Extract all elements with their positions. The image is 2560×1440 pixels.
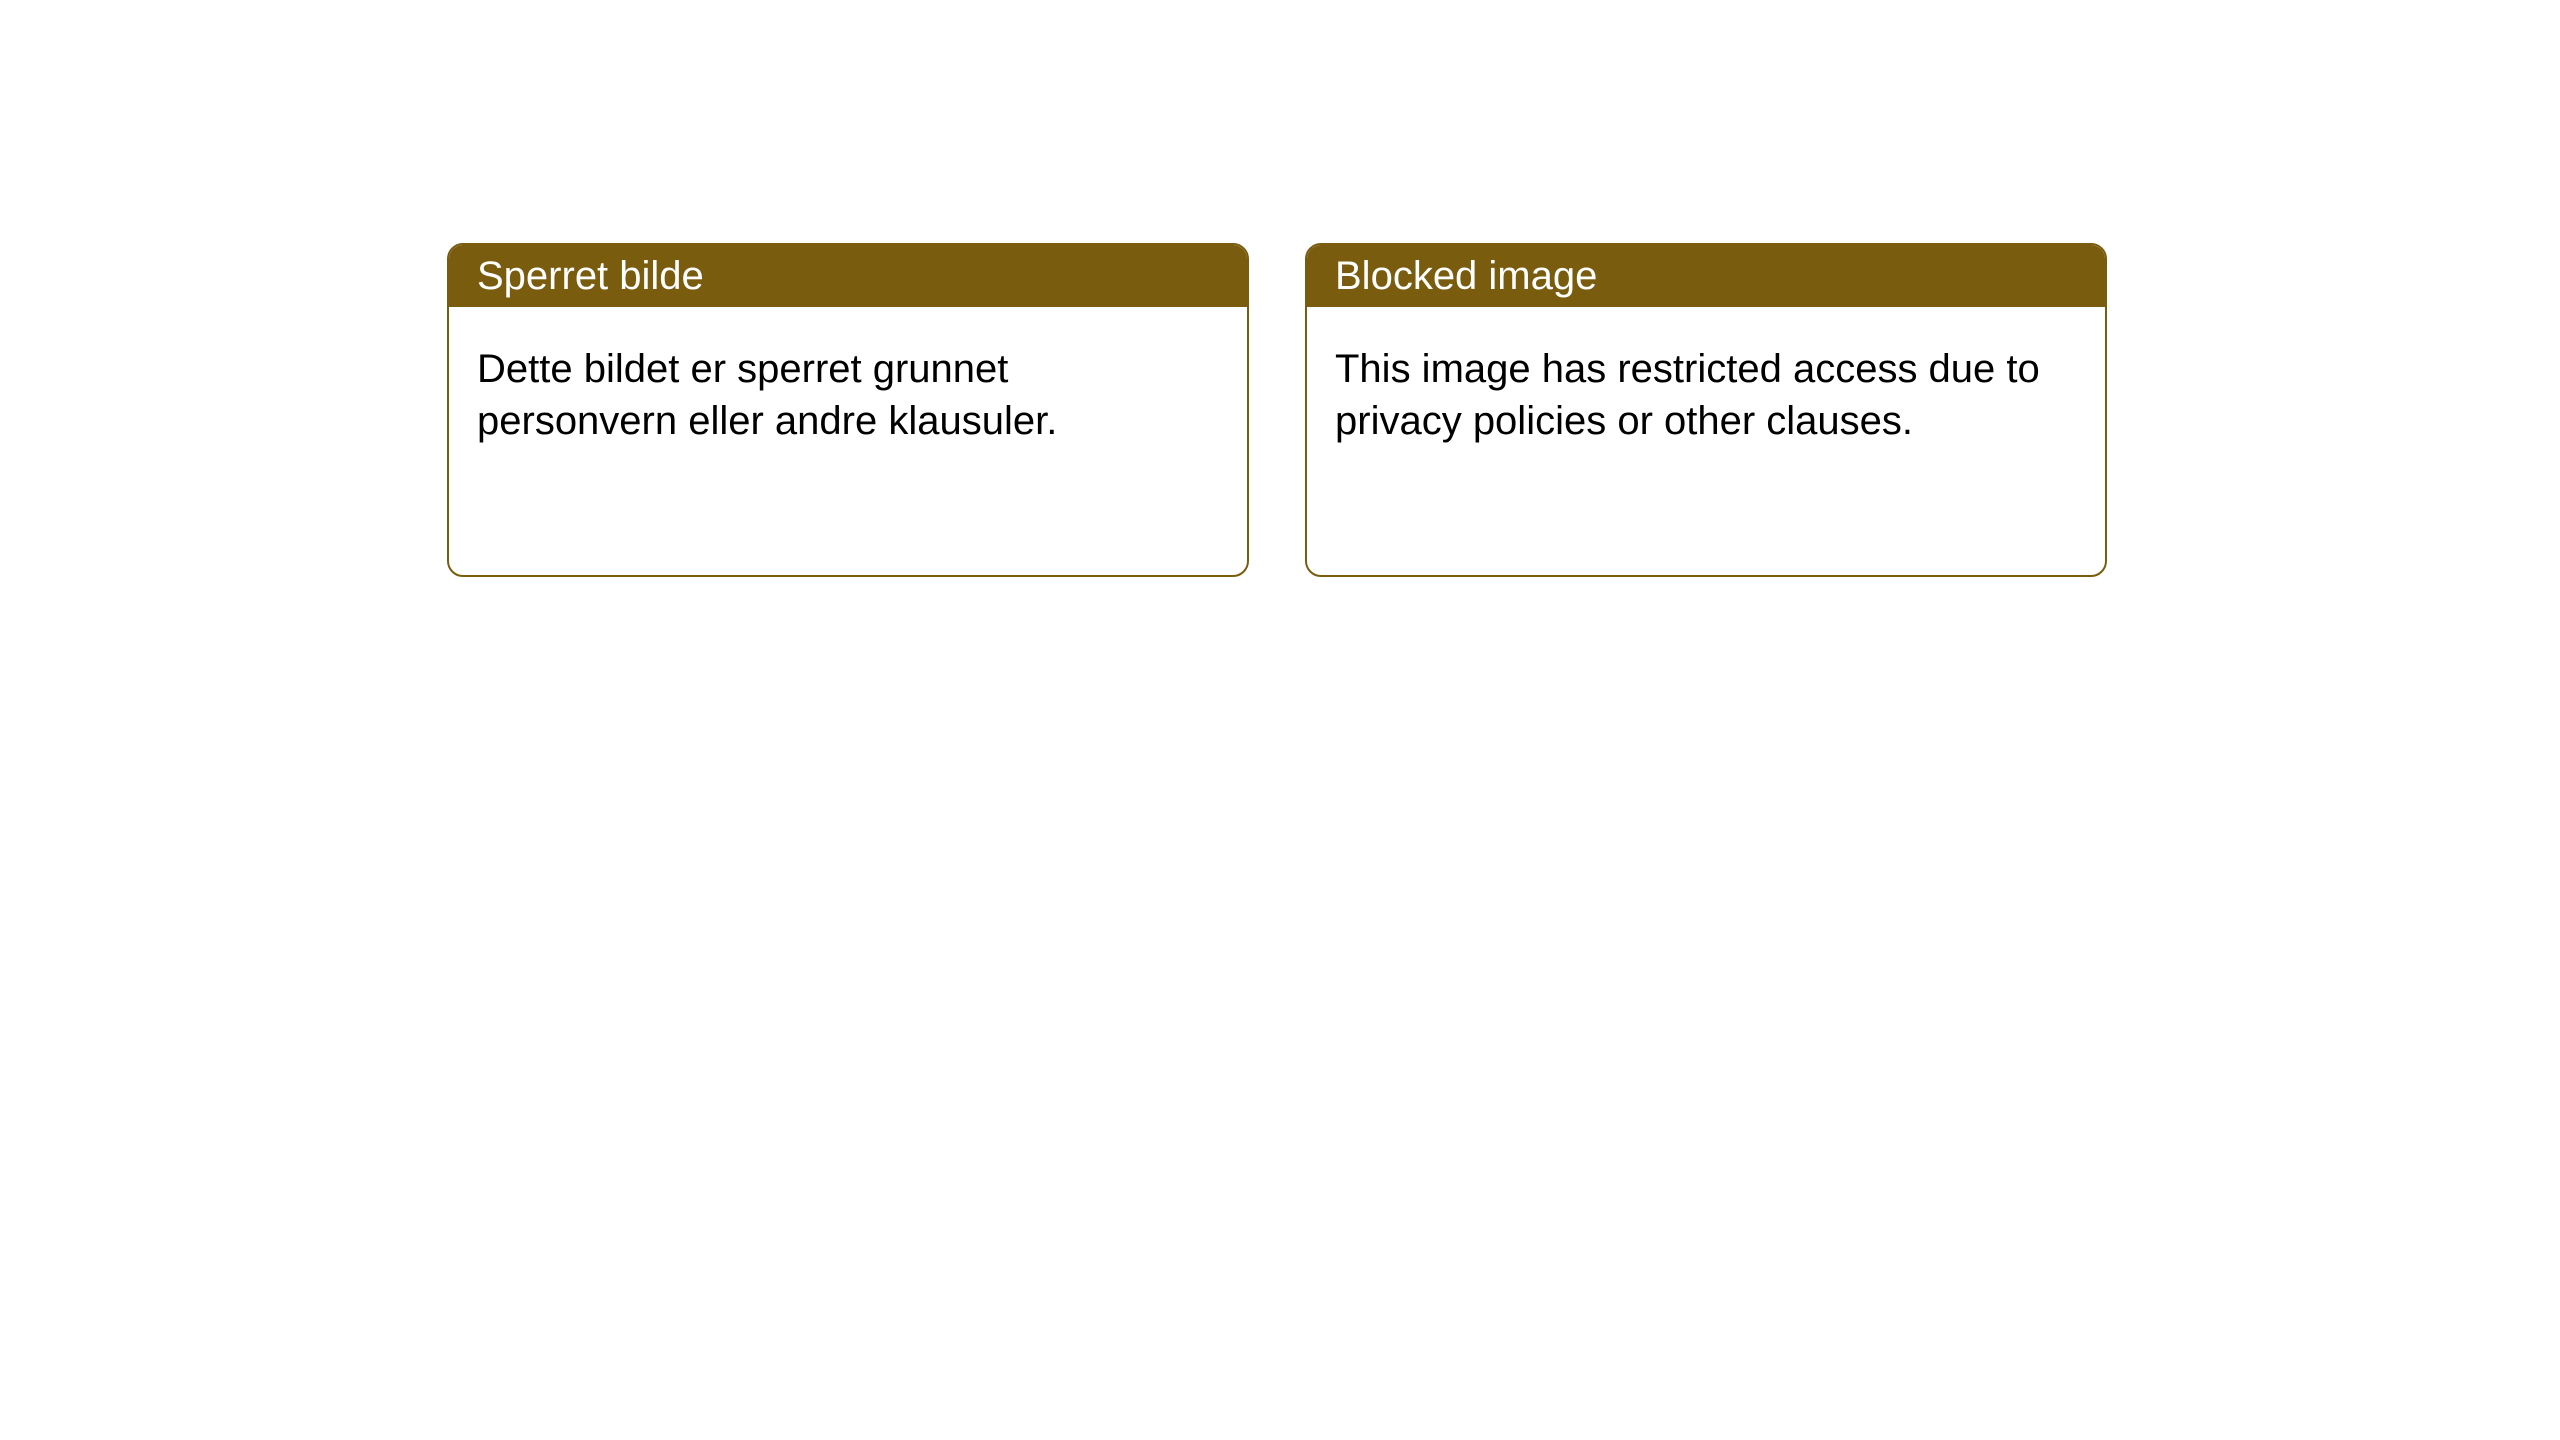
card-title: Sperret bilde xyxy=(477,254,704,299)
card-header: Sperret bilde xyxy=(449,245,1247,307)
card-body: This image has restricted access due to … xyxy=(1307,307,2105,483)
card-body-text: This image has restricted access due to … xyxy=(1335,347,2040,443)
notice-card-norwegian: Sperret bilde Dette bildet er sperret gr… xyxy=(447,243,1249,577)
notice-card-english: Blocked image This image has restricted … xyxy=(1305,243,2107,577)
card-header: Blocked image xyxy=(1307,245,2105,307)
card-title: Blocked image xyxy=(1335,254,1597,299)
card-body-text: Dette bildet er sperret grunnet personve… xyxy=(477,347,1057,443)
notice-container: Sperret bilde Dette bildet er sperret gr… xyxy=(0,0,2560,577)
card-body: Dette bildet er sperret grunnet personve… xyxy=(449,307,1247,483)
